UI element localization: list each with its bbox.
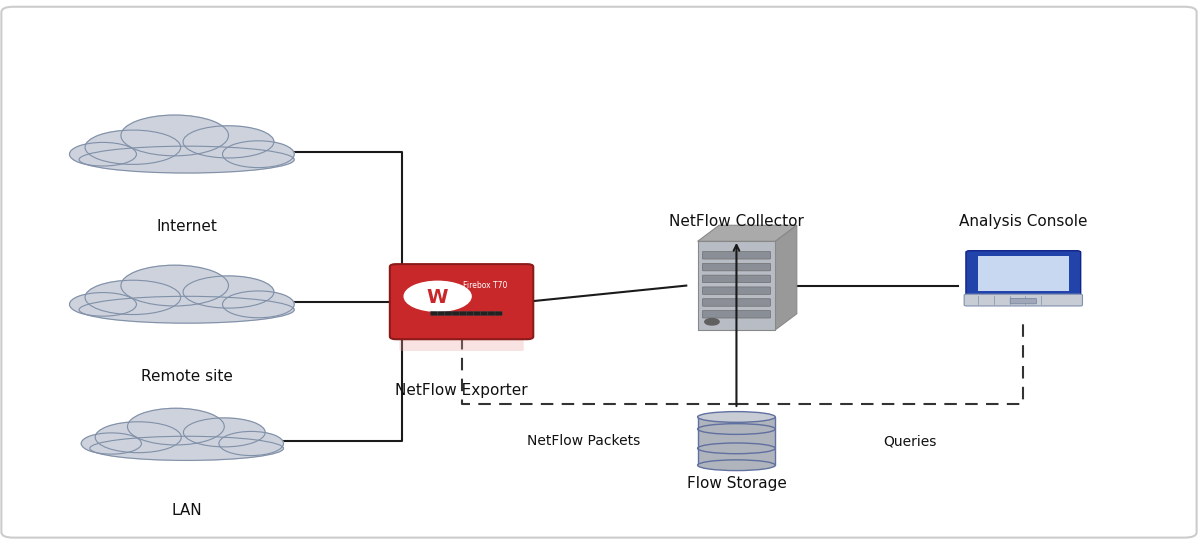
FancyBboxPatch shape: [430, 312, 437, 316]
FancyBboxPatch shape: [966, 251, 1081, 297]
FancyBboxPatch shape: [495, 312, 502, 316]
Text: NetFlow Packets: NetFlow Packets: [527, 434, 640, 448]
FancyBboxPatch shape: [452, 312, 459, 316]
Text: Queries: Queries: [883, 434, 937, 448]
FancyBboxPatch shape: [444, 312, 452, 316]
FancyBboxPatch shape: [488, 312, 495, 316]
FancyBboxPatch shape: [459, 312, 466, 316]
FancyBboxPatch shape: [702, 310, 770, 318]
Polygon shape: [775, 225, 797, 330]
FancyBboxPatch shape: [480, 312, 488, 316]
Ellipse shape: [81, 433, 141, 454]
Text: LAN: LAN: [171, 503, 202, 519]
Ellipse shape: [183, 418, 265, 447]
Text: NetFlow Exporter: NetFlow Exporter: [395, 383, 528, 398]
Ellipse shape: [95, 422, 181, 453]
FancyBboxPatch shape: [978, 256, 1069, 292]
Circle shape: [704, 319, 719, 325]
FancyBboxPatch shape: [473, 312, 480, 316]
Text: W: W: [426, 288, 448, 307]
FancyBboxPatch shape: [964, 294, 1083, 306]
Text: Firebox T70: Firebox T70: [464, 281, 508, 290]
FancyBboxPatch shape: [466, 312, 473, 316]
Ellipse shape: [79, 296, 295, 323]
Ellipse shape: [223, 141, 295, 168]
Text: Remote site: Remote site: [140, 369, 232, 384]
Polygon shape: [697, 225, 797, 241]
Ellipse shape: [85, 280, 181, 315]
Text: NetFlow Collector: NetFlow Collector: [668, 214, 804, 229]
Ellipse shape: [90, 436, 284, 460]
Ellipse shape: [219, 431, 284, 455]
Ellipse shape: [69, 293, 137, 316]
Ellipse shape: [183, 276, 274, 308]
FancyBboxPatch shape: [702, 287, 770, 294]
Text: Analysis Console: Analysis Console: [960, 214, 1088, 229]
Ellipse shape: [183, 126, 274, 158]
Ellipse shape: [85, 130, 181, 164]
FancyBboxPatch shape: [399, 337, 524, 351]
FancyBboxPatch shape: [702, 275, 770, 282]
FancyBboxPatch shape: [389, 264, 533, 339]
FancyBboxPatch shape: [702, 299, 770, 306]
Text: Flow Storage: Flow Storage: [686, 476, 786, 492]
Ellipse shape: [697, 412, 775, 423]
Ellipse shape: [69, 142, 137, 166]
FancyBboxPatch shape: [437, 312, 444, 316]
Circle shape: [404, 281, 471, 312]
Ellipse shape: [121, 265, 229, 306]
Text: Internet: Internet: [156, 219, 217, 234]
Ellipse shape: [223, 291, 295, 318]
Ellipse shape: [79, 146, 295, 173]
Ellipse shape: [697, 460, 775, 471]
Ellipse shape: [121, 115, 229, 156]
FancyBboxPatch shape: [697, 241, 775, 330]
Ellipse shape: [127, 408, 224, 445]
FancyBboxPatch shape: [702, 264, 770, 271]
FancyBboxPatch shape: [697, 417, 775, 465]
FancyBboxPatch shape: [1010, 299, 1036, 304]
FancyBboxPatch shape: [702, 252, 770, 259]
